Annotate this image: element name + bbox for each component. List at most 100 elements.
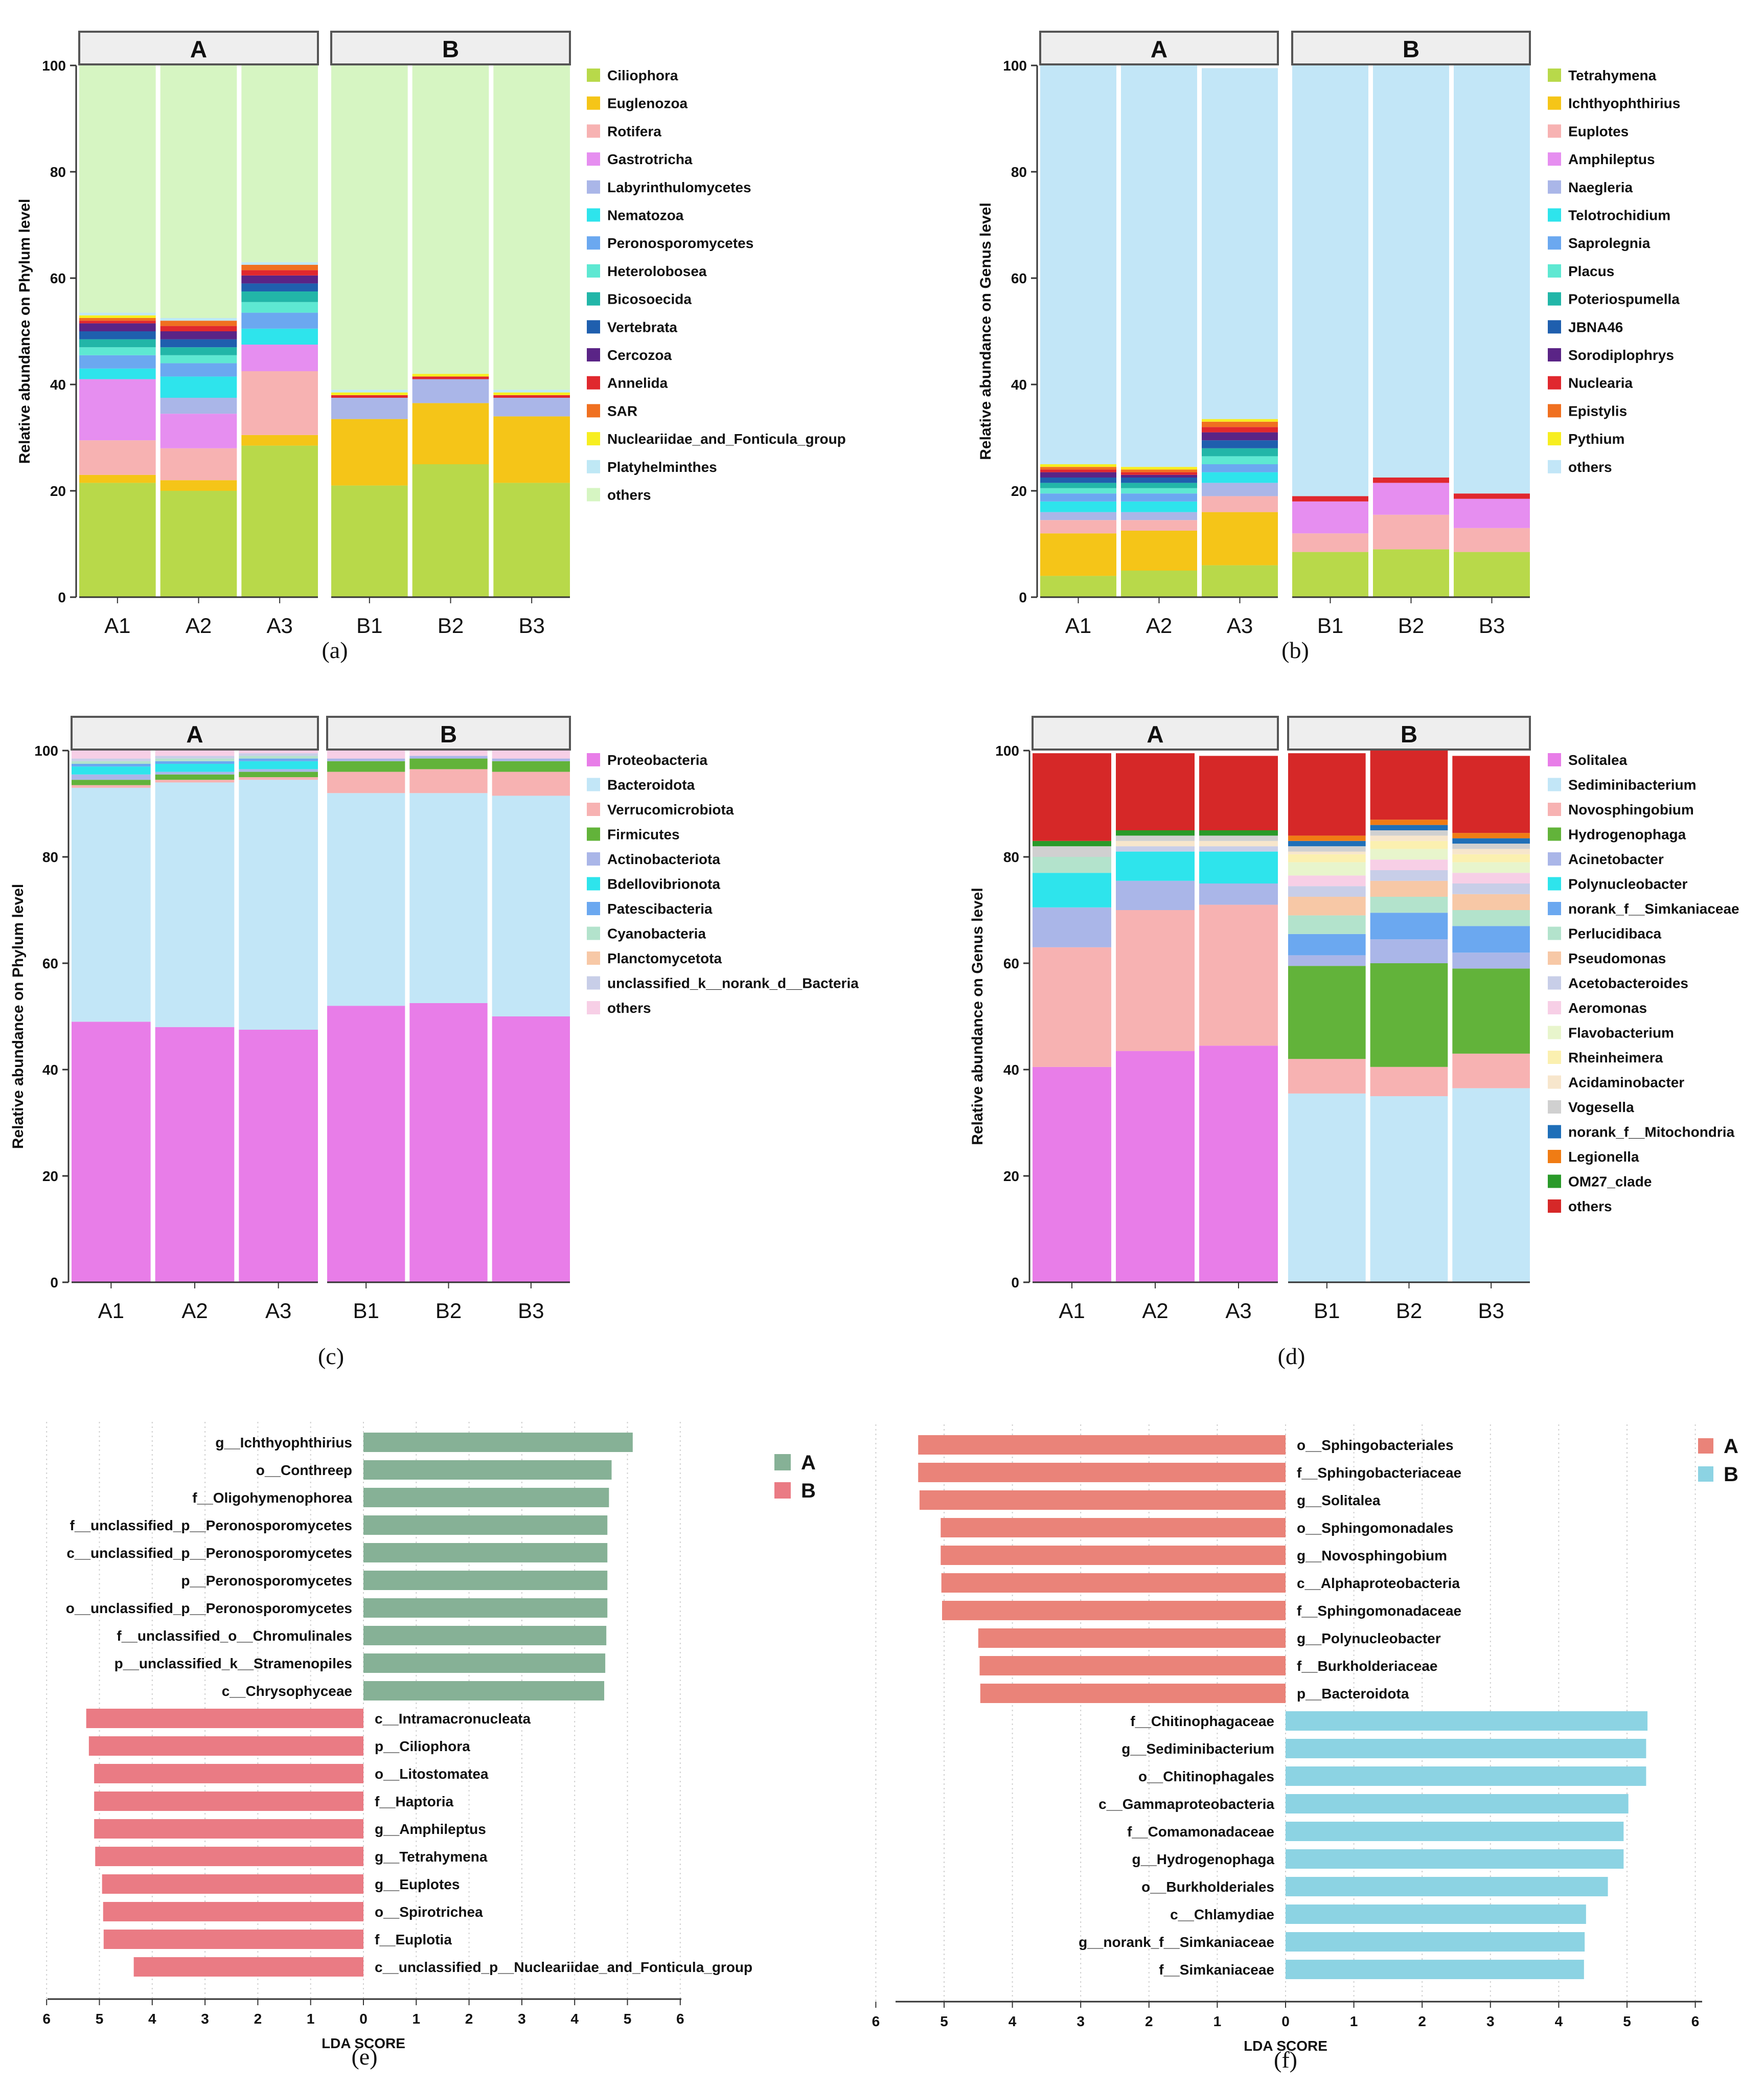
legend-label: Euglenozoa: [607, 96, 688, 111]
bar-segment: [239, 753, 318, 756]
bar-segment: [155, 756, 235, 759]
bar-segment: [1121, 520, 1197, 531]
x-tick-label: A2: [1146, 614, 1172, 638]
x-axis-title: LDA SCORE: [322, 2035, 405, 2051]
bar-segment: [155, 764, 235, 772]
legend-swatch: [587, 152, 600, 166]
legend-swatch: [1548, 264, 1561, 278]
bar-segment: [1033, 841, 1111, 847]
legend-swatch: [587, 877, 600, 891]
legend-swatch: [774, 1482, 791, 1499]
bar-segment: [155, 774, 235, 780]
legend-swatch: [587, 96, 600, 110]
bar-segment: [1199, 835, 1278, 841]
bar-segment: [1370, 880, 1448, 897]
bar-segment: [493, 483, 570, 597]
bar-segment: [160, 448, 237, 481]
bar-segment: [1199, 841, 1278, 847]
lda-bar-label: f__unclassified_o__Chromulinales: [117, 1628, 352, 1644]
lda-bar-label: g__Tetrahymena: [375, 1849, 488, 1865]
bar-segment: [1370, 745, 1448, 820]
bar-segment: [412, 374, 489, 377]
bar-segment: [1288, 1093, 1366, 1282]
bar-segment: [160, 347, 237, 355]
bar-segment: [155, 780, 235, 783]
bar-segment: [1288, 841, 1366, 847]
bar-segment: [79, 355, 156, 369]
bar-segment: [492, 772, 570, 796]
legend-label: Telotrochidium: [1568, 208, 1670, 223]
bar-segment: [79, 321, 156, 324]
bar-segment: [1116, 1051, 1195, 1282]
bar-segment: [239, 758, 318, 761]
bar-segment: [409, 758, 488, 769]
bar-segment: [241, 283, 318, 291]
panel-label: (b): [1281, 637, 1309, 663]
bar-segment: [331, 392, 408, 395]
lda-bar-label: f__Burkholderiaceae: [1297, 1658, 1437, 1674]
legend-swatch: [587, 827, 600, 841]
bar-segment: [1202, 432, 1278, 441]
bar-segment: [1040, 65, 1116, 464]
legend-swatch: [1548, 877, 1561, 891]
bar-segment: [327, 761, 405, 772]
bar-segment: [72, 774, 151, 780]
y-tick-label: 20: [1011, 483, 1027, 499]
bar-segment: [1040, 512, 1116, 520]
x-tick-label: B3: [518, 614, 544, 638]
bar-segment: [1288, 851, 1366, 854]
bar-segment: [1202, 427, 1278, 433]
y-tick-label: 100: [42, 58, 66, 74]
lda-bar-label: c__Alphaproteobacteria: [1297, 1575, 1460, 1591]
bar-segment: [241, 312, 318, 329]
lda-bar-label: c__Chrysophyceae: [222, 1683, 352, 1699]
lda-bar: [94, 1764, 364, 1783]
legend-label: Sorodiplophrys: [1568, 347, 1674, 363]
x-tick-label: 2: [254, 2011, 262, 2027]
bar-segment: [1033, 873, 1111, 908]
bar-segment: [409, 751, 488, 756]
legend-label: Gastrotricha: [607, 151, 693, 167]
legend-label: Vertebrata: [607, 319, 677, 335]
bar-segment: [241, 270, 318, 276]
bar-segment: [1452, 873, 1530, 883]
bar-segment: [1288, 835, 1366, 841]
lda-bar: [103, 1902, 363, 1921]
legend-label: B: [801, 1480, 816, 1502]
bar-segment: [155, 751, 235, 756]
bar-segment: [1452, 910, 1530, 926]
bar-segment: [1292, 496, 1368, 502]
legend-swatch: [587, 460, 600, 473]
bar-segment: [239, 777, 318, 780]
bar-segment: [239, 1030, 318, 1282]
x-tick-label: A3: [1225, 1299, 1251, 1323]
y-tick-label: 80: [42, 849, 58, 865]
y-tick-label: 20: [42, 1168, 58, 1184]
bar-segment: [72, 761, 151, 764]
legend-swatch: [1548, 1051, 1561, 1064]
panel-label: (c): [318, 1343, 344, 1369]
lda-bar: [1286, 1711, 1648, 1731]
bar-segment: [1199, 830, 1278, 836]
lda-bar: [95, 1847, 364, 1866]
panel-label: (e): [351, 2044, 377, 2070]
bar-segment: [1121, 467, 1197, 470]
x-tick-label: 3: [201, 2011, 209, 2027]
y-axis-title: Relative abundance on Genus level: [977, 202, 994, 460]
bar-segment: [1040, 576, 1116, 597]
legend-label: Saprolegnia: [1568, 235, 1651, 251]
bar-segment: [1370, 939, 1448, 963]
bar-segment: [241, 345, 318, 371]
facet-strip: [1039, 31, 1279, 65]
y-tick-label: 0: [58, 589, 66, 605]
legend-label: A: [801, 1452, 816, 1474]
legend-swatch: [1548, 320, 1561, 334]
x-tick-label: 1: [307, 2011, 315, 2027]
bar-segment: [79, 312, 156, 315]
lda-bar-label: g__Euplotes: [375, 1876, 460, 1892]
lda-bar: [363, 1460, 612, 1480]
lda-bar-label: g__Novosphingobium: [1297, 1548, 1447, 1563]
legend-swatch: [587, 926, 600, 940]
bar-segment: [1373, 483, 1449, 515]
x-tick-label: A1: [98, 1299, 124, 1323]
